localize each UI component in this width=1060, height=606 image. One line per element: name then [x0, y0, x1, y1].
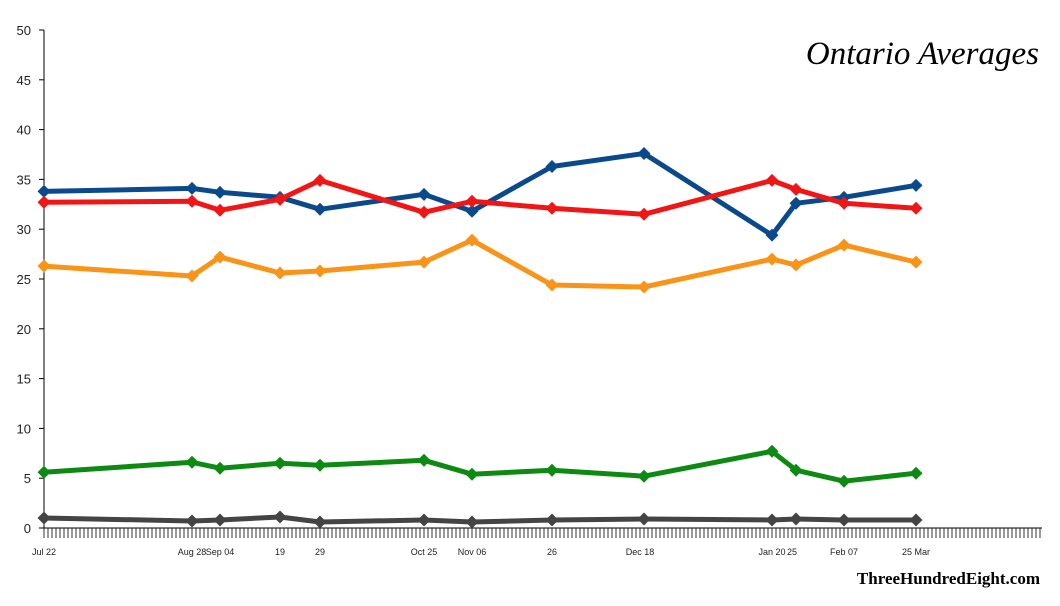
data-point-orange	[465, 233, 479, 247]
x-tick-label: Jan 20	[758, 547, 785, 557]
chart-title: Ontario Averages	[806, 36, 1039, 72]
data-point-red	[417, 205, 431, 219]
series-layer	[37, 147, 923, 529]
x-tick-label: 25 Mar	[902, 547, 930, 557]
y-tick-label: 15	[17, 372, 31, 387]
data-point-orange	[545, 278, 559, 292]
y-tick-label: 25	[17, 272, 31, 287]
series-line-blue	[41, 151, 919, 238]
data-point-blue	[545, 159, 559, 173]
data-point-green	[637, 469, 651, 483]
data-point-blue	[789, 196, 803, 210]
data-point-green	[465, 467, 479, 481]
y-tick-label: 20	[17, 322, 31, 337]
data-point-grey	[909, 513, 923, 527]
data-point-green	[37, 465, 51, 479]
y-tick-label: 0	[24, 521, 31, 536]
series-line-grey	[41, 514, 919, 525]
y-tick-label: 50	[17, 23, 31, 38]
data-point-grey	[765, 513, 779, 527]
data-point-red	[313, 173, 327, 187]
data-point-green	[789, 463, 803, 477]
y-tick-label: 40	[17, 123, 31, 138]
data-point-red	[465, 194, 479, 208]
data-point-red	[637, 207, 651, 221]
data-point-grey	[185, 514, 199, 528]
data-point-grey	[417, 513, 431, 527]
x-tick-label: 29	[315, 547, 325, 557]
credit-label: ThreeHundredEight.com	[857, 569, 1040, 588]
data-point-red	[545, 201, 559, 215]
data-point-red	[837, 196, 851, 210]
data-point-grey	[789, 512, 803, 526]
data-point-blue	[313, 202, 327, 216]
data-point-blue	[637, 147, 651, 161]
data-point-red	[213, 203, 227, 217]
data-point-orange	[273, 266, 287, 280]
x-tick-label: Feb 07	[830, 547, 858, 557]
x-tick-label: Dec 18	[626, 547, 655, 557]
data-point-blue	[213, 185, 227, 199]
data-point-red	[765, 173, 779, 187]
data-point-orange	[837, 238, 851, 252]
data-point-orange	[789, 258, 803, 272]
series-line-green	[41, 448, 919, 484]
axes: 0 5 10 15 20 25 30 35 40 45 50 Jul 22 Aug 28 Sep 04 19…	[17, 23, 1042, 557]
data-point-grey	[637, 512, 651, 526]
data-point-green	[213, 461, 227, 475]
x-tick-label: Sep 04	[206, 547, 235, 557]
x-tick-label: Aug 28	[178, 547, 207, 557]
data-point-orange	[213, 250, 227, 264]
y-tick-label: 5	[24, 471, 31, 486]
y-tick-label: 35	[17, 172, 31, 187]
data-point-grey	[313, 515, 327, 529]
data-point-grey	[273, 510, 287, 524]
x-tick-label: Oct 25	[411, 547, 438, 557]
data-point-blue	[37, 184, 51, 198]
data-point-green	[545, 463, 559, 477]
y-tick-label: 10	[17, 421, 31, 436]
data-point-grey	[837, 513, 851, 527]
data-point-blue	[765, 228, 779, 242]
data-point-grey	[213, 513, 227, 527]
data-point-orange	[637, 280, 651, 294]
data-point-red	[789, 182, 803, 196]
data-point-green	[837, 474, 851, 488]
data-point-green	[909, 466, 923, 480]
x-tick-label: 19	[275, 547, 285, 557]
data-point-green	[185, 455, 199, 469]
series-line-orange	[41, 237, 919, 290]
x-tick-label: 25	[787, 547, 797, 557]
data-point-orange	[765, 252, 779, 266]
data-point-blue	[909, 178, 923, 192]
data-point-red	[37, 195, 51, 209]
data-point-blue	[185, 181, 199, 195]
x-tick-label: Nov 06	[458, 547, 487, 557]
data-point-green	[313, 458, 327, 472]
data-point-blue	[465, 204, 479, 218]
data-point-orange	[417, 255, 431, 269]
data-point-grey	[37, 511, 51, 525]
y-tick-label: 30	[17, 222, 31, 237]
data-point-orange	[313, 264, 327, 278]
y-tick-label: 45	[17, 73, 31, 88]
data-point-orange	[37, 259, 51, 273]
data-point-grey	[465, 515, 479, 529]
x-tick-label: 26	[547, 547, 557, 557]
data-point-red	[273, 192, 287, 206]
data-point-green	[765, 444, 779, 458]
data-point-green	[273, 456, 287, 470]
data-point-grey	[545, 513, 559, 527]
data-point-red	[185, 194, 199, 208]
data-point-blue	[417, 187, 431, 201]
data-point-green	[417, 453, 431, 467]
data-point-orange	[909, 255, 923, 269]
x-tick-label: Jul 22	[32, 547, 56, 557]
data-point-orange	[185, 269, 199, 283]
data-point-red	[909, 201, 923, 215]
